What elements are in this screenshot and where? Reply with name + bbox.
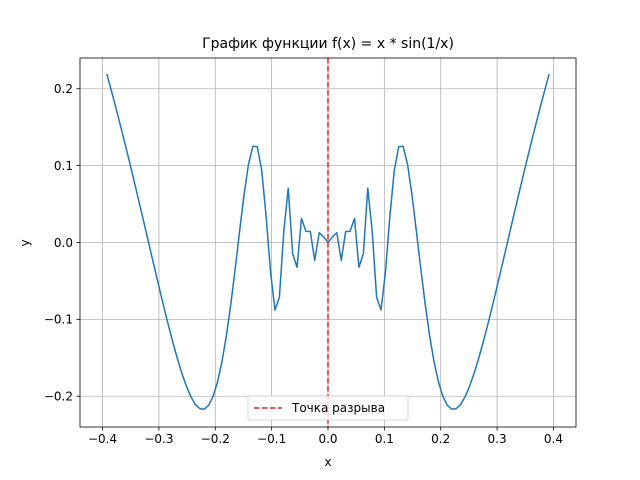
x-axis-label: x	[324, 455, 331, 469]
legend: Точка разрыва	[247, 395, 409, 421]
y-axis-ticks: −0.2 −0.1 0.0 0.1 0.2	[44, 82, 80, 404]
y-tick-label: −0.2	[44, 390, 73, 404]
x-tick-label: 0.3	[488, 432, 507, 446]
y-tick-label: 0.0	[54, 236, 73, 250]
x-tick-label: 0.4	[544, 432, 563, 446]
legend-box	[247, 395, 409, 421]
x-axis-ticks: −0.4 −0.3 −0.2 −0.1 0.0 0.1 0.2 0.3 0.4	[88, 427, 563, 446]
series-layer	[106, 58, 550, 427]
y-axis-label: y	[18, 239, 32, 246]
x-tick-label: −0.2	[201, 432, 230, 446]
x-tick-label: 0.2	[431, 432, 450, 446]
x-tick-label: −0.3	[144, 432, 173, 446]
x-tick-label: 0.1	[375, 432, 394, 446]
chart-title: График функции f(x) = x * sin(1/x)	[202, 36, 454, 52]
x-tick-label: −0.1	[257, 432, 286, 446]
y-tick-label: 0.2	[54, 82, 73, 96]
y-tick-label: −0.1	[44, 313, 73, 327]
x-tick-label: −0.4	[88, 432, 117, 446]
legend-entry-label: Точка разрыва	[291, 401, 385, 415]
y-tick-label: 0.1	[54, 159, 73, 173]
x-tick-label: 0.0	[318, 432, 337, 446]
